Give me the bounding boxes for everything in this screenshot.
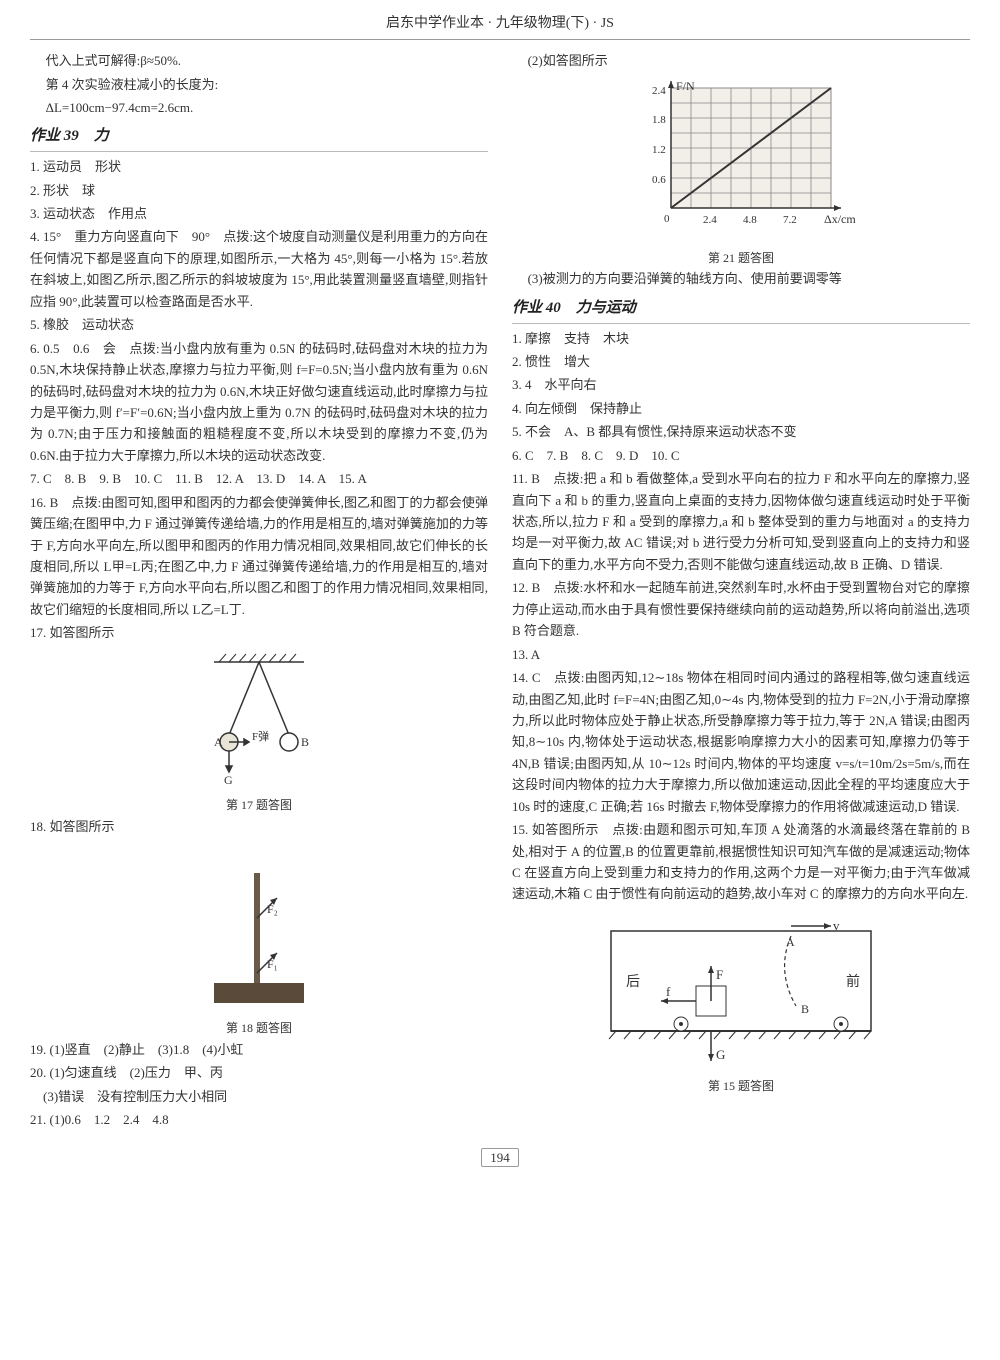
fig18: F₂ F₁ [30, 843, 488, 1013]
hw39-item: 17. 如答图所示 [30, 622, 488, 643]
svg-text:B: B [301, 735, 309, 749]
svg-text:2.4: 2.4 [652, 85, 666, 97]
svg-text:2.4: 2.4 [703, 214, 717, 226]
right-column: (2)如答图所示 [512, 50, 970, 1132]
hw39-item: 19. (1)竖直 (2)静止 (3)1.8 (4)小虹 [30, 1039, 488, 1060]
svg-text:0: 0 [664, 213, 670, 225]
hw39-item: 5. 橡胶 运动状态 [30, 314, 488, 335]
pre-line: ΔL=100cm−97.4cm=2.6cm. [30, 97, 488, 118]
hw40-item: 12. B 点拨:水杯和水一起随车前进,突然刹车时,水杯由于受到置物台对它的摩擦… [512, 577, 970, 641]
page-number: 194 [30, 1147, 970, 1168]
hw40-item: 15. 如答图所示 点拨:由题和图示可知,车顶 A 处滴落的水滴最终落在靠前的 … [512, 819, 970, 905]
hw40-title: 作业 40 力与运动 [512, 296, 970, 324]
hw39-item: 16. B 点拨:由图可知,图甲和图丙的力都会使弹簧伸长,图乙和图丁的力都会使弹… [30, 492, 488, 621]
hw39-item: 4. 15° 重力方向竖直向下 90° 点拨:这个坡度自动测量仪是利用重力的方向… [30, 226, 488, 312]
svg-text:F₁: F₁ [267, 957, 278, 971]
page-header: 启东中学作业本 · 九年级物理(下) · JS [30, 12, 970, 40]
svg-text:v: v [833, 918, 840, 933]
hw39-item: 2. 形状 球 [30, 180, 488, 201]
svg-text:4.8: 4.8 [743, 214, 757, 226]
pre-line: 代入上式可解得:β≈50%. [30, 50, 488, 71]
hw39-item: (3)错误 没有控制压力大小相同 [30, 1086, 488, 1107]
hw39-title: 作业 39 力 [30, 124, 488, 152]
svg-text:F/N: F/N [676, 79, 695, 93]
svg-text:前: 前 [846, 973, 860, 990]
hw40-item: 5. 不会 A、B 都具有惯性,保持原来运动状态不变 [512, 421, 970, 442]
fig15-label: 第 15 题答图 [512, 1077, 970, 1097]
svg-text:A: A [786, 935, 795, 949]
fig15: F f G v A B 后 前 [512, 911, 970, 1071]
hw40-item: 4. 向左倾倒 保持静止 [512, 398, 970, 419]
page-number-value: 194 [481, 1148, 519, 1167]
hw39-item: 3. 运动状态 作用点 [30, 203, 488, 224]
svg-text:G: G [716, 1047, 725, 1062]
svg-text:Δx/cm: Δx/cm [824, 212, 856, 226]
hw40-item: 3. 4 水平向右 [512, 374, 970, 395]
svg-text:A: A [214, 735, 223, 749]
fig17-label: 第 17 题答图 [30, 796, 488, 816]
hw40-item: 13. A [512, 644, 970, 665]
fig21-label: 第 21 题答图 [512, 249, 970, 269]
svg-text:G: G [224, 773, 233, 787]
hw39-item: 1. 运动员 形状 [30, 156, 488, 177]
pre3: (3)被测力的方向要沿弹簧的轴线方向、使用前要调零等 [512, 268, 970, 289]
svg-text:后: 后 [626, 974, 640, 990]
hw40-item: 2. 惯性 增大 [512, 351, 970, 372]
hw39-item: 6. 0.5 0.6 会 点拨:当小盘内放有重为 0.5N 的砝码时,砝码盘对木… [30, 338, 488, 467]
hw39-item: 18. 如答图所示 [30, 816, 488, 837]
svg-text:0.6: 0.6 [652, 174, 666, 186]
svg-text:F: F [716, 967, 723, 982]
svg-text:1.8: 1.8 [652, 114, 666, 126]
hw40-item: 6. C 7. B 8. C 9. D 10. C [512, 445, 970, 466]
fig18-label: 第 18 题答图 [30, 1019, 488, 1039]
main-columns: 代入上式可解得:β≈50%. 第 4 次实验液柱减小的长度为: ΔL=100cm… [30, 50, 970, 1132]
left-column: 代入上式可解得:β≈50%. 第 4 次实验液柱减小的长度为: ΔL=100cm… [30, 50, 488, 1132]
pre2: (2)如答图所示 [512, 50, 970, 71]
fig21-chart: F/N Δx/cm 0.6 1.2 1.8 2.4 2.4 4.8 7.2 0 [512, 78, 970, 243]
pre-line: 第 4 次实验液柱减小的长度为: [30, 74, 488, 95]
svg-text:f: f [666, 984, 671, 999]
svg-text:F₂: F₂ [267, 902, 278, 916]
svg-text:1.2: 1.2 [652, 144, 666, 156]
hw39-item: 21. (1)0.6 1.2 2.4 4.8 [30, 1109, 488, 1130]
svg-text:B: B [801, 1002, 809, 1016]
hw39-item: 7. C 8. B 9. B 10. C 11. B 12. A 13. D 1… [30, 468, 488, 489]
hw40-item: 14. C 点拨:由图丙知,12∼18s 物体在相同时间内通过的路程相等,做匀速… [512, 667, 970, 817]
svg-text:7.2: 7.2 [783, 214, 797, 226]
fig17: A B F弹 G [30, 650, 488, 790]
hw39-item: 20. (1)匀速直线 (2)压力 甲、丙 [30, 1062, 488, 1083]
hw40-item: 1. 摩擦 支持 木块 [512, 328, 970, 349]
header-text: 启东中学作业本 · 九年级物理(下) · JS [386, 16, 614, 31]
hw40-item: 11. B 点拨:把 a 和 b 看做整体,a 受到水平向右的拉力 F 和水平向… [512, 468, 970, 575]
svg-text:F弹: F弹 [252, 729, 269, 743]
